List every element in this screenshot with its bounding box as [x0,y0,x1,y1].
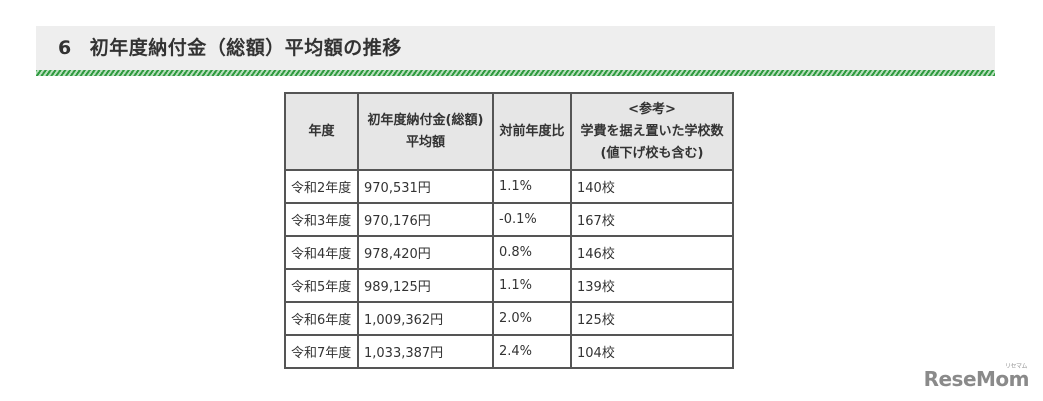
resemom-logo: ReseMom リセマム [923,363,1030,391]
cell-amount: 978,420円 [357,235,494,270]
header-stripe-divider [36,70,995,76]
table-row: 令和4年度 978,420円 0.8% 146校 [284,235,734,270]
cell-ratio: 2.4% [492,334,572,369]
header-year: 年度 [284,92,359,171]
header-ratio: 対前年度比 [492,92,572,171]
tuition-average-table: 年度 初年度納付金(総額) 平均額 対前年度比 <参考> 学費を据え置いた学校数… [284,92,734,369]
section-header: 6 初年度納付金（総額）平均額の推移 [36,26,995,70]
cell-amount: 989,125円 [357,268,494,303]
cell-year: 令和5年度 [284,268,359,303]
table-header-row: 年度 初年度納付金(総額) 平均額 対前年度比 <参考> 学費を据え置いた学校数… [284,92,734,171]
cell-amount: 970,531円 [357,169,494,204]
table-row: 令和2年度 970,531円 1.1% 140校 [284,169,734,204]
cell-amount: 1,033,387円 [357,334,494,369]
cell-ratio: 0.8% [492,235,572,270]
cell-year: 令和6年度 [284,301,359,336]
cell-year: 令和2年度 [284,169,359,204]
table-row: 令和7年度 1,033,387円 2.4% 104校 [284,334,734,369]
resemom-logo-kana: リセマム [1004,363,1028,370]
section-title-text: 初年度納付金（総額）平均額の推移 [89,37,402,59]
cell-schools: 125校 [570,301,734,336]
table-row: 令和6年度 1,009,362円 2.0% 125校 [284,301,734,336]
cell-schools: 146校 [570,235,734,270]
cell-schools: 139校 [570,268,734,303]
cell-schools: 140校 [570,169,734,204]
cell-year: 令和4年度 [284,235,359,270]
cell-year: 令和3年度 [284,202,359,237]
table-row: 令和5年度 989,125円 1.1% 139校 [284,268,734,303]
section-number: 6 [58,37,72,59]
section-title: 6 初年度納付金（総額）平均額の推移 [58,26,402,70]
cell-amount: 970,176円 [357,202,494,237]
header-amount: 初年度納付金(総額) 平均額 [357,92,494,171]
cell-schools: 104校 [570,334,734,369]
cell-ratio: 1.1% [492,268,572,303]
cell-year: 令和7年度 [284,334,359,369]
cell-amount: 1,009,362円 [357,301,494,336]
cell-schools: 167校 [570,202,734,237]
cell-ratio: -0.1% [492,202,572,237]
header-schools: <参考> 学費を据え置いた学校数 (値下げ校も含む) [570,92,734,171]
cell-ratio: 1.1% [492,169,572,204]
cell-ratio: 2.0% [492,301,572,336]
table-row: 令和3年度 970,176円 -0.1% 167校 [284,202,734,237]
